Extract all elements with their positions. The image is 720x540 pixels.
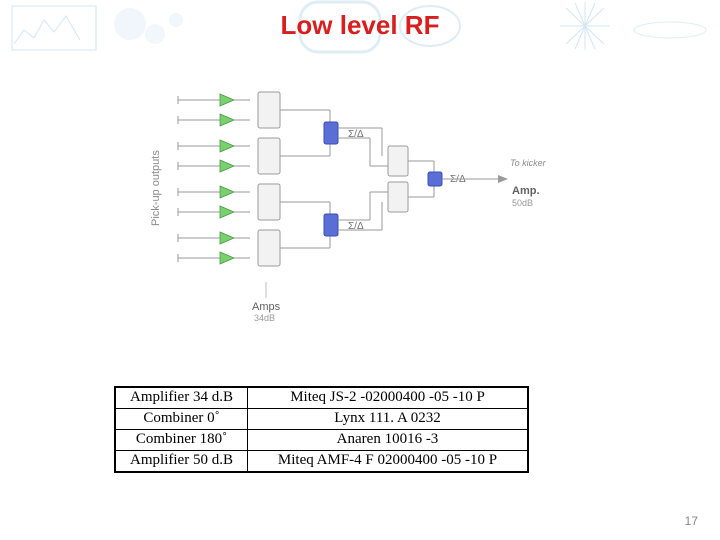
slide-title: Low level RF [0,10,720,41]
pickup-outputs-label: Pick-up outputs [150,150,162,226]
cell-partno: Anaren 10016 -3 [248,430,528,451]
cell-component: Combiner 180˚ [116,430,248,451]
page-number: 17 [685,514,698,528]
table-row: Amplifier 50 d.B Miteq AMF-4 F 02000400 … [116,451,528,472]
cell-partno: Lynx 111. A 0232 [248,409,528,430]
cell-component: Combiner 0˚ [116,409,248,430]
svg-text:34dB: 34dB [254,313,275,323]
svg-text:Amps: Amps [252,301,281,313]
cell-component: Amplifier 34 d.B [116,388,248,409]
svg-text:Amp.: Amp. [512,185,540,197]
table-row: Combiner 180˚ Anaren 10016 -3 [116,430,528,451]
svg-text:50dB: 50dB [512,198,533,208]
cell-partno: Miteq JS-2 -02000400 -05 -10 P [248,388,528,409]
components-table: Amplifier 34 d.B Miteq JS-2 -02000400 -0… [114,386,529,473]
cell-component: Amplifier 50 d.B [116,451,248,472]
cell-partno: Miteq AMF-4 F 02000400 -05 -10 P [248,451,528,472]
rf-diagram: Σ/Δ Σ/Δ Σ/Δ [158,86,562,326]
table-row: Amplifier 34 d.B Miteq JS-2 -02000400 -0… [116,388,528,409]
svg-text:To kicker: To kicker [510,158,547,168]
table-row: Combiner 0˚ Lynx 111. A 0232 [116,409,528,430]
